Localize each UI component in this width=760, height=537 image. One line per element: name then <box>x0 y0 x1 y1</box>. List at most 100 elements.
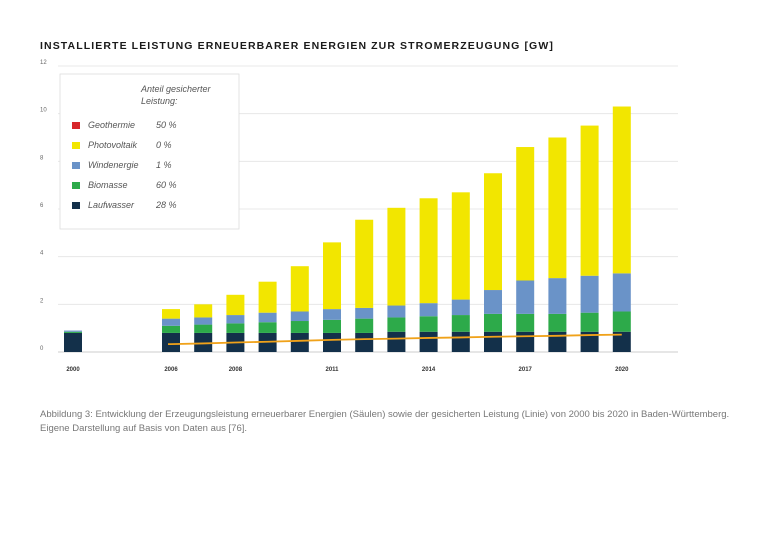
legend-label-laufwasser: Laufwasser <box>88 200 135 210</box>
y-tick-label: 4 <box>40 251 44 257</box>
bar-laufwasser-2012 <box>355 332 374 352</box>
legend-swatch-photovoltaik <box>72 142 80 149</box>
bar-photovoltaik-2012 <box>355 219 374 308</box>
bar-windenergie-2016 <box>484 290 502 314</box>
legend-swatch-laufwasser <box>72 202 80 209</box>
bar-windenergie-2019 <box>580 275 599 313</box>
legend-swatch-windenergie <box>72 162 80 169</box>
legend-share-laufwasser: 28 % <box>155 200 177 210</box>
legend-swatch-geothermie <box>72 122 80 129</box>
legend-share-windenergie: 1 % <box>156 160 172 170</box>
bar-laufwasser-2014 <box>419 331 438 352</box>
bar-windenergie-2012 <box>355 307 374 319</box>
y-axis-ticks: 0 2 4 6 8 10 12 <box>40 60 47 352</box>
bar-windenergie-2011 <box>323 309 341 320</box>
y-tick-label: 0 <box>40 346 44 352</box>
bar-biomasse-2012 <box>355 318 374 333</box>
bar-biomasse-2015 <box>451 315 470 332</box>
bar-photovoltaik-2016 <box>484 173 502 291</box>
figure-caption: Abbildung 3: Entwicklung der Erzeugungsl… <box>40 409 730 434</box>
bar-photovoltaik-2014 <box>419 198 438 304</box>
legend-label-biomasse: Biomasse <box>88 180 128 190</box>
bar-windenergie-2013 <box>387 305 406 318</box>
y-tick-label: 2 <box>40 298 44 304</box>
bar-laufwasser-2019 <box>580 331 599 352</box>
x-tick-label: 2008 <box>229 367 243 373</box>
bar-windenergie-2017 <box>516 280 535 314</box>
bar-laufwasser-2018 <box>548 331 567 352</box>
legend-share-geothermie: 50 % <box>156 120 177 130</box>
bar-photovoltaik-2013 <box>387 207 406 306</box>
y-tick-label: 12 <box>40 60 47 66</box>
bar-photovoltaik-2019 <box>580 125 599 276</box>
bar-biomasse-2016 <box>484 313 502 332</box>
bar-photovoltaik-2020 <box>612 106 631 274</box>
bar-laufwasser-2020 <box>612 331 631 352</box>
bar-laufwasser-2006 <box>162 332 180 352</box>
y-tick-label: 10 <box>40 108 47 114</box>
x-tick-label: 2000 <box>66 367 80 373</box>
legend-box <box>59 73 240 230</box>
bar-biomasse-2014 <box>419 316 438 332</box>
bar-photovoltaik-2018 <box>548 137 567 279</box>
y-tick-label: 8 <box>40 155 44 161</box>
bar-laufwasser-2011 <box>323 332 341 352</box>
bar-laufwasser-2016 <box>484 331 502 352</box>
bar-photovoltaik-2006 <box>162 309 180 319</box>
legend-header: Anteil gesicherter <box>140 84 212 94</box>
bar-photovoltaik-2011 <box>323 242 341 310</box>
bar-photovoltaik-2010 <box>290 266 309 312</box>
bar-laufwasser-2000 <box>64 332 82 352</box>
legend-header: Leistung: <box>141 96 178 106</box>
bar-laufwasser-2010 <box>290 332 309 352</box>
bar-windenergie-2020 <box>612 273 631 312</box>
y-tick-label: 6 <box>40 203 44 209</box>
bar-windenergie-2015 <box>451 299 470 316</box>
bar-biomasse-2018 <box>548 313 567 332</box>
x-axis-ticks: 2000 2006 2008 2011 2014 2017 2020 <box>66 367 629 373</box>
bar-windenergie-2008 <box>226 315 245 324</box>
bar-biomasse-2013 <box>387 317 406 332</box>
bar-laufwasser-2007 <box>194 332 213 352</box>
bar-photovoltaik-2009 <box>258 281 277 313</box>
bar-windenergie-2018 <box>548 278 567 314</box>
legend-swatch-biomasse <box>72 182 80 189</box>
x-tick-label: 2014 <box>422 367 436 373</box>
legend-label-windenergie: Windenergie <box>88 160 138 170</box>
bar-biomasse-2007 <box>194 324 213 333</box>
bar-biomasse-2011 <box>323 319 341 333</box>
bars <box>64 106 631 352</box>
legend: Anteil gesicherter Leistung: Geothermie 50 … <box>59 73 240 230</box>
bar-photovoltaik-2015 <box>451 192 470 300</box>
bar-biomasse-2010 <box>290 321 309 333</box>
bar-laufwasser-2013 <box>387 331 406 352</box>
x-tick-label: 2006 <box>164 367 178 373</box>
bar-biomasse-2000 <box>64 331 82 333</box>
bar-biomasse-2019 <box>580 312 599 332</box>
bar-biomasse-2017 <box>516 313 535 332</box>
bar-biomasse-2008 <box>226 323 245 333</box>
stacked-bar-chart: 0 2 4 6 8 10 12 2000 2006 2008 2011 2014 2017 2020 A… <box>40 60 678 373</box>
bar-photovoltaik-2017 <box>516 147 535 281</box>
bar-laufwasser-2015 <box>451 331 470 352</box>
bar-windenergie-2014 <box>419 303 438 317</box>
legend-label-photovoltaik: Photovoltaik <box>88 140 138 150</box>
x-tick-label: 2011 <box>325 367 339 373</box>
secured-capacity-line-path <box>168 333 622 346</box>
secured-capacity-line <box>168 333 622 346</box>
bar-biomasse-2009 <box>258 322 277 333</box>
chart-title: INSTALLIERTE LEISTUNG ERNEUERBARER ENERG… <box>40 40 554 52</box>
legend-label-geothermie: Geothermie <box>88 120 135 130</box>
bar-biomasse-2020 <box>612 311 631 332</box>
x-tick-label: 2020 <box>615 367 629 373</box>
bar-windenergie-2007 <box>194 317 213 325</box>
bar-photovoltaik-2007 <box>194 304 213 318</box>
x-tick-label: 2017 <box>519 367 533 373</box>
bar-windenergie-2000 <box>64 330 82 332</box>
bar-windenergie-2009 <box>258 312 277 323</box>
bar-biomasse-2006 <box>162 325 180 333</box>
legend-share-photovoltaik: 0 % <box>156 140 172 150</box>
legend-share-biomasse: 60 % <box>156 180 177 190</box>
bar-photovoltaik-2008 <box>226 294 245 316</box>
bar-laufwasser-2017 <box>516 331 535 352</box>
